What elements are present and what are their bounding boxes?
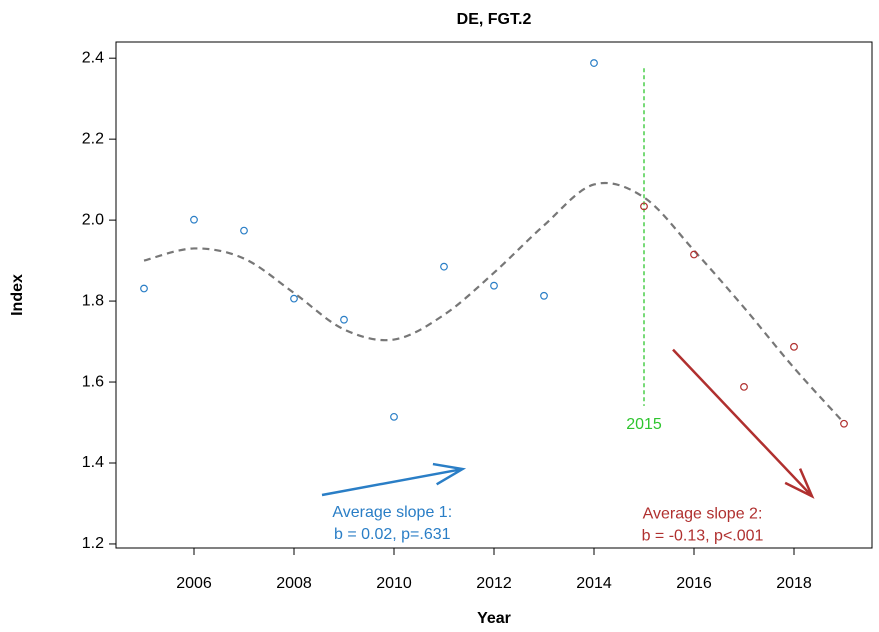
y-tick-label: 1.8 xyxy=(82,292,104,309)
x-tick-label: 2012 xyxy=(476,575,512,592)
point xyxy=(440,262,448,271)
x-tick-label: 2014 xyxy=(576,575,612,592)
annotation-text: Average slope 2: xyxy=(643,505,763,522)
point xyxy=(290,294,298,303)
arrow xyxy=(672,348,815,499)
reference-label: 2015 xyxy=(626,416,662,433)
point xyxy=(740,382,748,391)
point xyxy=(790,342,798,351)
annotation-text: b = 0.02, p=.631 xyxy=(334,526,451,543)
chart-title: DE, FGT.2 xyxy=(457,11,532,28)
trend-line xyxy=(143,181,845,424)
point xyxy=(540,291,548,300)
x-tick-label: 2006 xyxy=(176,575,212,592)
y-tick-label: 1.6 xyxy=(82,373,104,390)
y-tick-label: 1.4 xyxy=(82,454,104,471)
point xyxy=(490,281,498,290)
y-tick-label: 2.0 xyxy=(82,211,104,228)
annotation-text: b = -0.13, p<.001 xyxy=(642,527,764,544)
point xyxy=(190,215,198,224)
y-tick-label: 2.4 xyxy=(82,49,104,66)
point xyxy=(690,250,698,259)
x-tick-label: 2010 xyxy=(376,575,412,592)
point xyxy=(840,419,848,428)
annotation-text: Average slope 1: xyxy=(332,504,452,521)
point xyxy=(140,284,148,293)
arrow xyxy=(321,462,467,497)
x-axis-label: Year xyxy=(477,610,511,627)
point xyxy=(390,412,398,421)
x-tick-label: 2018 xyxy=(776,575,812,592)
y-tick-label: 1.2 xyxy=(82,535,104,552)
point xyxy=(340,315,348,324)
point xyxy=(590,59,598,67)
y-tick-label: 2.2 xyxy=(82,130,104,147)
plot-frame xyxy=(115,41,873,549)
point xyxy=(640,202,648,211)
y-axis-label: Index xyxy=(9,274,26,316)
x-tick-label: 2016 xyxy=(676,575,712,592)
x-tick-label: 2008 xyxy=(276,575,312,592)
point xyxy=(240,226,248,235)
